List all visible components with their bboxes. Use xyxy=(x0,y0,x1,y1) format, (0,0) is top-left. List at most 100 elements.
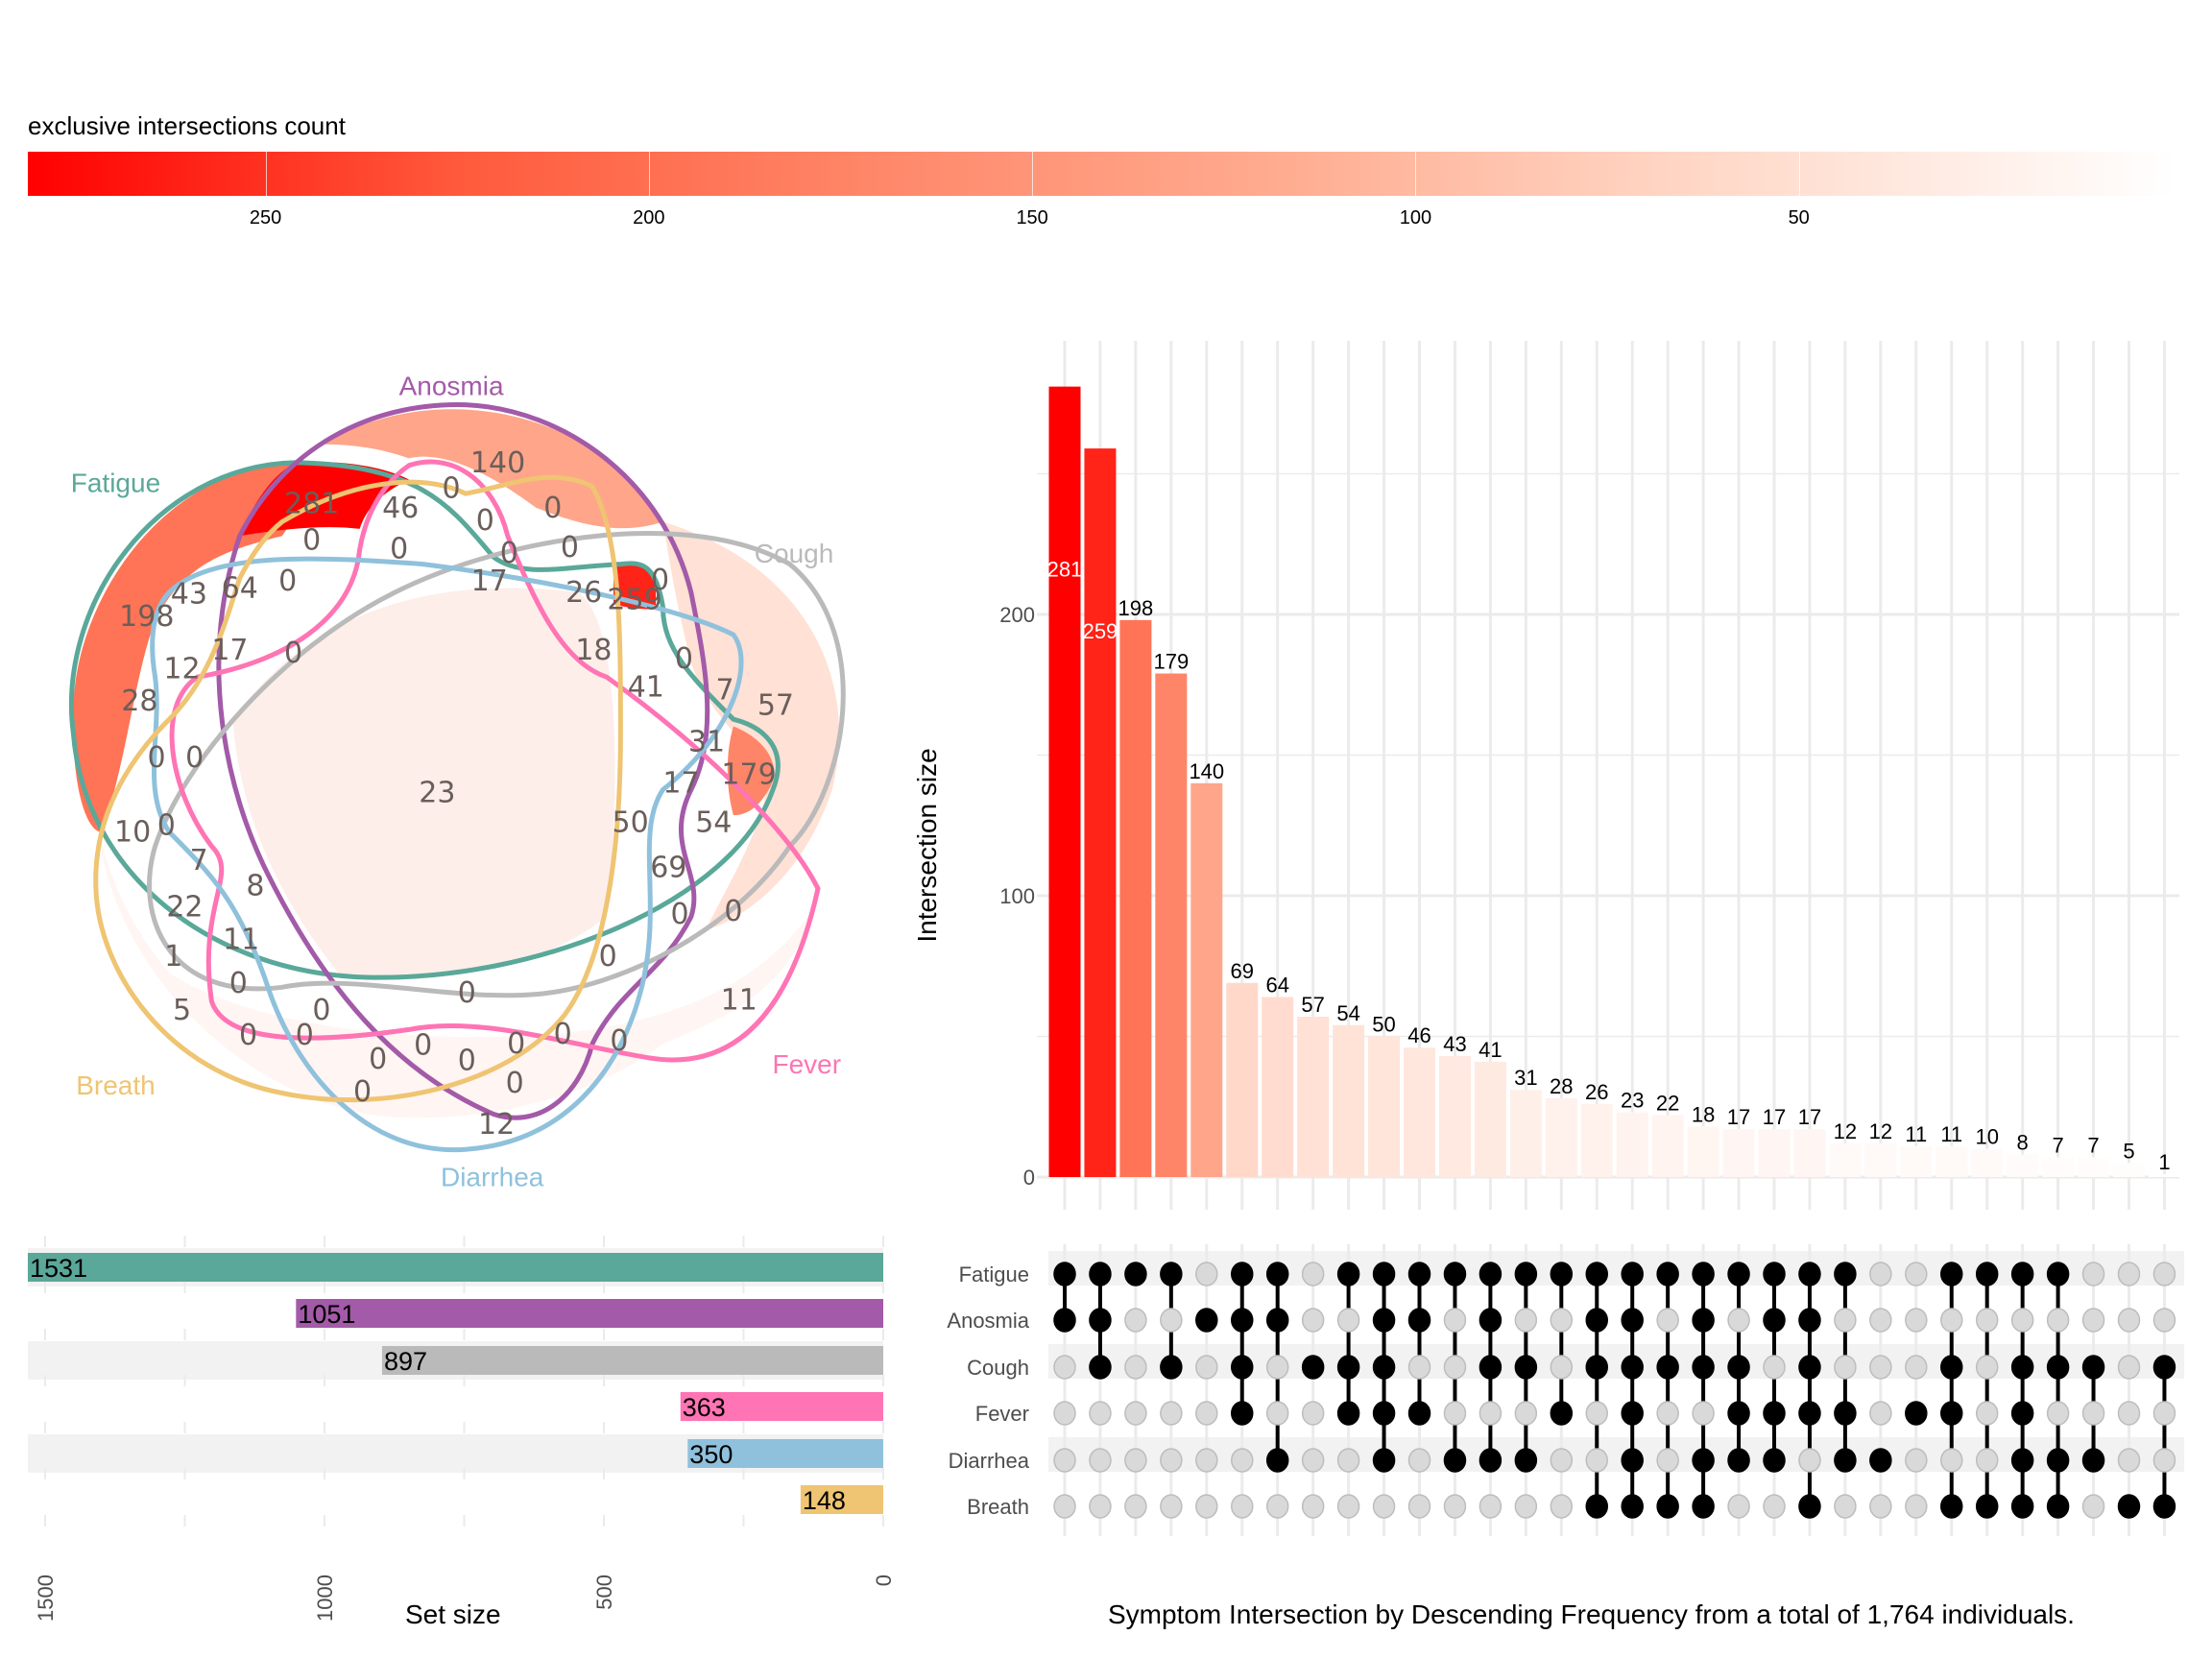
legend-tick-label: 150 xyxy=(1016,207,1048,228)
matrix-dot-empty xyxy=(2081,1494,2105,1519)
matrix-dot-empty xyxy=(1550,1308,1574,1333)
matrix-dot-filled xyxy=(1975,1262,1999,1286)
matrix-dot-filled xyxy=(1407,1401,1431,1426)
matrix-dot-filled xyxy=(1834,1448,1857,1473)
matrix-row-label: Anosmia xyxy=(947,1309,1029,1333)
matrix-dot-empty xyxy=(1195,1355,1218,1380)
venn-region-count: 0 xyxy=(651,564,669,597)
matrix-dot-empty xyxy=(1124,1494,1147,1519)
bar-value-label: 46 xyxy=(1407,1023,1431,1047)
matrix-dot-empty xyxy=(1975,1308,1999,1333)
matrix-dot-filled xyxy=(1940,1494,1963,1519)
matrix-dot-empty xyxy=(1407,1494,1431,1519)
venn-region-count: 0 xyxy=(554,1018,572,1051)
matrix-dot-filled xyxy=(1089,1308,1112,1333)
matrix-dot-empty xyxy=(1053,1401,1076,1426)
venn-region-count: 11 xyxy=(721,984,757,1018)
intersection-bar xyxy=(1084,448,1117,1177)
venn-region-count: 46 xyxy=(382,492,419,525)
venn-diagram: Anosmia Fatigue Cough Breath Fever Diarrhea 28… xyxy=(69,371,846,1191)
matrix-dot-filled xyxy=(1692,1494,1715,1519)
venn-region-anosmia-only xyxy=(324,409,663,529)
matrix-dot-filled xyxy=(1443,1262,1467,1286)
matrix-dot-empty xyxy=(1160,1308,1183,1333)
matrix-dot-filled xyxy=(1336,1262,1360,1286)
matrix-dot-empty xyxy=(1231,1494,1254,1519)
matrix-dot-empty xyxy=(1550,1355,1574,1380)
matrix-dot-filled xyxy=(2081,1355,2105,1380)
matrix-dot-filled xyxy=(1160,1262,1183,1286)
venn-set-label-diarrhea: Diarrhea xyxy=(441,1162,544,1191)
venn-region-fatigue-only xyxy=(73,462,301,832)
intersection-bar xyxy=(1226,982,1259,1177)
venn-region-count: 0 xyxy=(543,492,562,525)
venn-region-count: 54 xyxy=(695,805,732,839)
set-size-value: 897 xyxy=(384,1347,427,1376)
venn-outline-fatigue xyxy=(69,460,781,980)
matrix-dot-empty xyxy=(1585,1448,1608,1473)
matrix-dot-empty xyxy=(1869,1355,1892,1380)
matrix-dot-filled xyxy=(2010,1355,2034,1380)
intersection-bar xyxy=(2007,1154,2039,1177)
matrix-dot-empty xyxy=(1089,1401,1112,1426)
venn-region-count: 0 xyxy=(506,1067,524,1100)
venn-region-count: 0 xyxy=(296,1019,314,1052)
matrix-dot-empty xyxy=(1407,1355,1431,1380)
set-size-tick-label: 1500 xyxy=(34,1575,58,1622)
matrix-dot-filled xyxy=(1656,1355,1679,1380)
matrix-dot-filled xyxy=(2117,1494,2141,1519)
upset-matrix: Fatigue Anosmia Cough Fever Diarrhea Breath xyxy=(947,1244,2184,1536)
bar-value-label: 140 xyxy=(1189,759,1224,783)
matrix-dot-filled xyxy=(2010,1262,2034,1286)
matrix-dot-filled xyxy=(1940,1262,1963,1286)
matrix-dot-empty xyxy=(1692,1401,1715,1426)
matrix-dot-empty xyxy=(2046,1401,2070,1426)
venn-region-count: 11 xyxy=(223,923,259,956)
intersection-bar xyxy=(1758,1129,1791,1177)
matrix-dot-filled xyxy=(1585,1308,1608,1333)
bar-value-label: 28 xyxy=(1550,1074,1573,1098)
venn-region-count: 23 xyxy=(419,777,455,810)
venn-region-count: 17 xyxy=(211,634,248,667)
matrix-dot-empty xyxy=(1407,1448,1431,1473)
matrix-dot-filled xyxy=(1975,1494,1999,1519)
venn-region-count: 0 xyxy=(500,537,518,570)
set-size-chart: 1531 1051 897 363 350 148 1500 1000 500 0 xyxy=(27,1236,896,1622)
venn-region-count: 31 xyxy=(688,726,725,759)
venn-region-count: 0 xyxy=(561,531,579,565)
venn-region-lower-band xyxy=(98,831,819,1118)
matrix-dot-filled xyxy=(1585,1355,1608,1380)
venn-region-count: 26 xyxy=(565,576,602,610)
intersection-bar xyxy=(1333,1024,1365,1177)
matrix-dot-filled xyxy=(1124,1262,1147,1286)
matrix-dot-empty xyxy=(2152,1262,2176,1286)
venn-outline-anosmia xyxy=(216,402,710,1120)
matrix-row-label: Cough xyxy=(967,1356,1029,1380)
matrix-dot-empty xyxy=(1265,1355,1289,1380)
venn-region-count: 0 xyxy=(284,637,302,670)
matrix-dot-empty xyxy=(2081,1262,2105,1286)
bar-value-label: 281 xyxy=(1047,558,1083,582)
bar-value-label: 41 xyxy=(1479,1038,1502,1062)
intersection-bar xyxy=(2113,1163,2145,1177)
intersection-bar xyxy=(1722,1129,1755,1177)
matrix-dot-empty xyxy=(1160,1494,1183,1519)
matrix-dot-filled xyxy=(1407,1262,1431,1286)
matrix-dot-filled xyxy=(1407,1308,1431,1333)
matrix-dot-empty xyxy=(1940,1308,1963,1333)
matrix-dot-empty xyxy=(1372,1494,1396,1519)
matrix-dot-empty xyxy=(1053,1448,1076,1473)
bar-value-label: 31 xyxy=(1514,1066,1537,1090)
venn-region-count: 41 xyxy=(628,670,664,704)
matrix-dot-filled xyxy=(1372,1401,1396,1426)
matrix-dot-empty xyxy=(1905,1308,1928,1333)
matrix-dot-filled xyxy=(1514,1355,1538,1380)
matrix-dot-empty xyxy=(1443,1308,1467,1333)
venn-region-count: 281 xyxy=(284,487,339,520)
matrix-dot-filled xyxy=(1550,1262,1574,1286)
matrix-dot-empty xyxy=(1869,1262,1892,1286)
venn-region-count: 0 xyxy=(229,967,248,1000)
matrix-dot-empty xyxy=(1265,1401,1289,1426)
y-tick-label: 0 xyxy=(1023,1166,1035,1190)
